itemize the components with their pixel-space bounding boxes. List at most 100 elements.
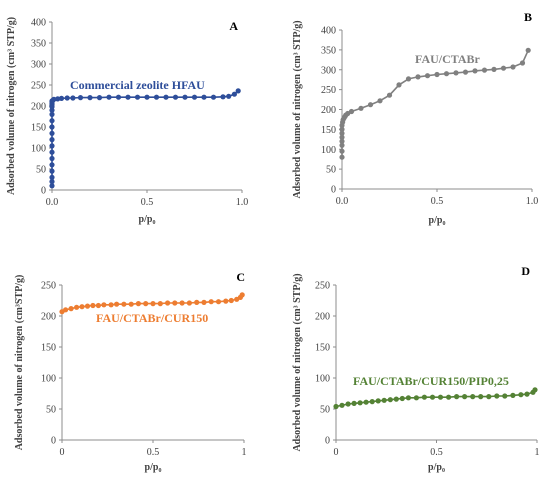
data-point: [68, 306, 74, 312]
data-point: [339, 134, 345, 140]
y-tick-label: 100: [41, 374, 56, 385]
data-point: [421, 394, 427, 400]
data-point: [128, 301, 134, 307]
data-point: [220, 94, 226, 100]
y-tick-label: 100: [321, 145, 336, 156]
data-point: [201, 94, 207, 100]
y-tick-label: 350: [321, 45, 336, 56]
y-axis-title: Adsorbed volume of nitrogen (cm³STP/g): [14, 275, 25, 451]
data-point: [77, 95, 84, 101]
y-tick-label: 300: [31, 60, 46, 71]
data-point: [191, 94, 198, 100]
data-point: [172, 94, 179, 100]
data-point: [532, 387, 538, 393]
data-point: [470, 394, 476, 400]
data-point: [339, 148, 345, 154]
data-point: [101, 302, 107, 308]
series-label: FAU/CTABr/CUR150: [96, 311, 208, 325]
x-tick-label: 0.5: [141, 197, 154, 208]
data-point: [339, 142, 345, 148]
data-point: [49, 168, 55, 174]
data-point: [223, 298, 229, 304]
data-point: [194, 299, 200, 305]
data-point: [49, 143, 55, 149]
x-tick-label: 1: [535, 447, 540, 458]
data-point: [114, 301, 120, 307]
x-tick-label: 0: [60, 447, 65, 458]
data-point: [377, 98, 383, 104]
data-point: [63, 307, 69, 313]
data-point: [387, 397, 393, 403]
y-tick-label: 150: [315, 343, 330, 354]
data-point: [106, 94, 112, 100]
x-tick-label: 1: [242, 447, 247, 458]
data-point: [429, 394, 436, 400]
y-tick-label: 150: [41, 343, 56, 354]
data-point: [500, 65, 507, 71]
data-point: [172, 300, 178, 306]
data-point: [437, 394, 444, 400]
data-point: [339, 126, 345, 132]
data-point: [228, 297, 234, 304]
data-point: [70, 95, 76, 101]
y-tick-label: 400: [31, 18, 46, 29]
x-tick-label: 0: [334, 447, 339, 458]
y-tick-label: 0: [331, 185, 336, 196]
data-point: [357, 400, 363, 406]
data-point: [491, 66, 497, 72]
x-tick-label: 0.5: [147, 447, 160, 458]
data-point: [454, 394, 460, 400]
panel-a: 0 50 100 150 200 250 300 350 400 0.0 0.5 1.0 p/p₀ Ads…: [6, 17, 248, 225]
y-tick-label: 200: [31, 102, 46, 113]
y-tick-label: 200: [321, 105, 336, 116]
data-point: [108, 302, 114, 308]
data-point: [446, 394, 452, 400]
data-point: [519, 60, 526, 66]
x-axis-title: p/p₀: [428, 462, 445, 473]
x-tick-label: 0.5: [431, 196, 444, 207]
data-point: [165, 300, 171, 306]
panel-letter: D: [521, 264, 530, 278]
x-axis-title: p/p₀: [139, 214, 156, 225]
data-point: [396, 82, 402, 88]
data-point: [369, 399, 375, 405]
data-point: [510, 392, 516, 398]
data-point: [79, 304, 85, 310]
data-point: [49, 137, 55, 143]
data-point: [381, 397, 387, 403]
y-tick-label: 150: [321, 125, 336, 136]
data-point: [424, 73, 431, 79]
data-point: [64, 95, 70, 101]
data-point: [49, 162, 55, 168]
data-point: [49, 183, 55, 189]
y-tick-label: 50: [326, 165, 336, 176]
data-point: [95, 302, 101, 309]
data-point: [87, 95, 93, 101]
series-label: FAU/CTABr: [415, 52, 481, 66]
data-point: [58, 95, 65, 101]
data-point: [472, 68, 478, 74]
panel-b: 0 50 100 150 200 250 300 350 400 0.0 0.5 1.0 p/p₀ Ads…: [292, 10, 538, 226]
data-point: [443, 71, 450, 77]
data-point: [208, 299, 214, 305]
series-label: FAU/CTABr/CUR150/PIP0,25: [353, 374, 509, 388]
y-tick-label: 400: [321, 26, 336, 37]
panel-d: 0 50 100 150 200 250 0 0.5 1 p/p₀ Adsorbed volume …: [292, 264, 540, 473]
y-axis-title: Adsorbed volume of nitrogen (cm³ STP/g): [292, 273, 303, 451]
y-tick-label: 0: [325, 436, 330, 447]
data-point: [49, 118, 55, 124]
data-point: [115, 94, 122, 100]
data-point: [339, 130, 345, 136]
data-point: [405, 395, 411, 401]
data-point: [486, 394, 492, 400]
data-point: [363, 399, 369, 405]
data-point: [386, 92, 393, 98]
x-tick-label: 0.0: [46, 197, 59, 208]
y-tick-label: 250: [315, 281, 330, 292]
data-point: [49, 179, 55, 185]
y-tick-label: 0: [51, 436, 56, 447]
data-point: [179, 300, 185, 306]
data-point: [413, 395, 419, 401]
data-point: [345, 401, 351, 407]
data-point: [518, 392, 524, 398]
